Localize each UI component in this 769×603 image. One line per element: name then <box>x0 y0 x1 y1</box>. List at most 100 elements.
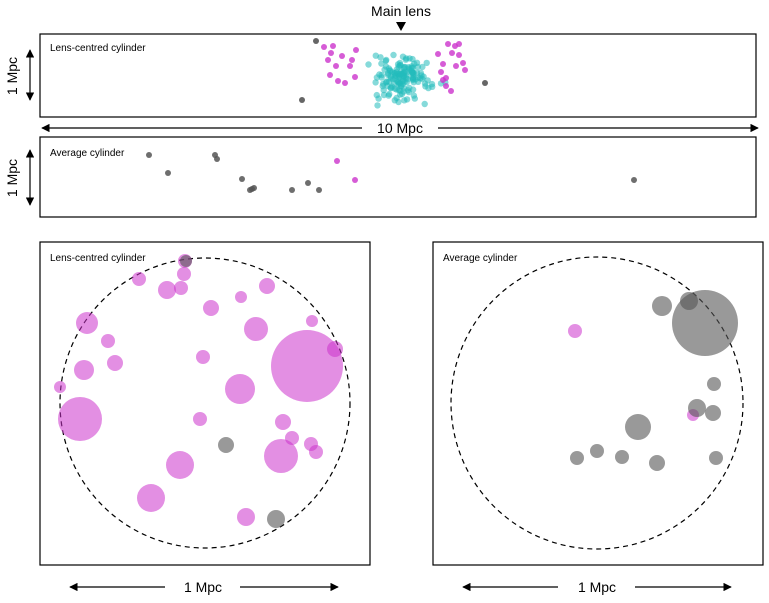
gray-bubble <box>672 290 738 356</box>
gray-point <box>165 170 171 176</box>
gray-bubble <box>707 377 721 391</box>
magenta-point <box>330 43 336 49</box>
magenta-point <box>438 69 444 75</box>
magenta-point <box>435 51 441 57</box>
magenta-point <box>352 177 358 183</box>
magenta-point <box>335 78 341 84</box>
bottom-right-panel-label: Average cylinder <box>443 253 518 264</box>
magenta-bubble <box>101 334 115 348</box>
gray-bubble <box>570 451 584 465</box>
bottom-right-panel-frame <box>432 241 764 566</box>
gray-bubble <box>180 255 192 267</box>
gray-point <box>305 180 311 186</box>
cyan-point <box>403 55 410 62</box>
top-panel-label: Lens-centred cylinder <box>50 43 146 54</box>
cyan-point <box>382 57 389 65</box>
middle-vertical-scale-label: 1 Mpc <box>4 159 20 197</box>
magenta-point <box>440 77 446 83</box>
magenta-point <box>328 50 334 56</box>
cyan-point <box>421 80 429 87</box>
magenta-point <box>440 61 446 67</box>
magenta-bubble <box>271 330 343 402</box>
cyan-point <box>410 92 418 99</box>
gray-bubble <box>709 451 723 465</box>
cyan-point <box>387 85 395 92</box>
bottom-right-panel-bubbles <box>450 256 744 550</box>
magenta-bubble <box>174 281 188 295</box>
cyan-point <box>376 71 383 78</box>
cyan-point <box>409 76 417 84</box>
cyan-point <box>377 54 384 61</box>
magenta-point <box>443 83 449 89</box>
cyan-point <box>394 61 402 68</box>
magenta-point <box>333 63 339 69</box>
bottom-left-panel-frame <box>39 241 371 566</box>
magenta-point <box>352 74 358 80</box>
cyan-point <box>380 91 388 99</box>
magenta-point <box>449 50 455 56</box>
top-panel-frame <box>39 33 757 118</box>
gray-bubble <box>625 414 651 440</box>
cyan-point <box>380 80 387 88</box>
magenta-point <box>349 57 355 63</box>
top-horizontal-scale-label: 10 Mpc <box>377 120 423 136</box>
magenta-bubble <box>235 291 247 303</box>
main-lens-label: Main lens <box>371 3 431 19</box>
cyan-point <box>365 61 372 68</box>
magenta-bubble <box>275 414 291 430</box>
gray-bubble <box>649 455 665 471</box>
cyan-point <box>374 102 381 109</box>
gray-point <box>239 176 245 182</box>
gray-point <box>214 156 220 162</box>
magenta-bubble <box>177 267 191 281</box>
cyan-point <box>417 69 424 77</box>
cyan-point <box>393 94 400 102</box>
cyan-point <box>372 79 379 86</box>
gray-bubble <box>218 437 234 453</box>
cyan-point <box>413 59 421 66</box>
bottom-right-scale-label: 1 Mpc <box>578 579 616 595</box>
magenta-bubble <box>244 317 268 341</box>
gray-bubble <box>652 296 672 316</box>
cyan-point <box>382 63 390 70</box>
magenta-point <box>448 88 454 94</box>
magenta-bubble <box>107 355 123 371</box>
top-panel-points <box>299 38 488 109</box>
cyan-point <box>373 91 380 99</box>
magenta-bubble <box>74 360 94 380</box>
cyan-point <box>406 84 413 92</box>
cyan-point <box>423 59 430 67</box>
magenta-bubble <box>196 350 210 364</box>
bottom-left-panel-bubbles <box>54 254 351 549</box>
magenta-bubble <box>76 312 98 334</box>
magenta-point <box>445 41 451 47</box>
cyan-point <box>419 63 426 71</box>
middle-panel-label: Average cylinder <box>50 148 125 159</box>
magenta-bubble <box>225 374 255 404</box>
magenta-bubble <box>327 341 343 357</box>
gray-point <box>316 187 322 193</box>
gray-point <box>299 97 305 103</box>
magenta-bubble <box>309 445 323 459</box>
bottom-left-scale-label: 1 Mpc <box>184 579 222 595</box>
cyan-point <box>393 77 400 85</box>
cyan-point <box>408 64 415 72</box>
magenta-point <box>460 60 466 66</box>
main-lens-marker <box>396 22 406 31</box>
gray-bubble <box>705 405 721 421</box>
magenta-point <box>456 52 462 58</box>
magenta-point <box>339 53 345 59</box>
cyan-point <box>390 51 397 59</box>
gray-point <box>289 187 295 193</box>
cyan-point <box>421 100 428 108</box>
cyan-point <box>384 71 392 79</box>
magenta-point <box>456 41 462 47</box>
cyan-point <box>401 97 408 104</box>
magenta-bubble <box>166 451 194 479</box>
magenta-point <box>334 158 340 164</box>
magenta-bubble <box>54 381 66 393</box>
gray-point <box>313 38 319 44</box>
gray-point <box>146 152 152 158</box>
gray-bubble <box>590 444 604 458</box>
